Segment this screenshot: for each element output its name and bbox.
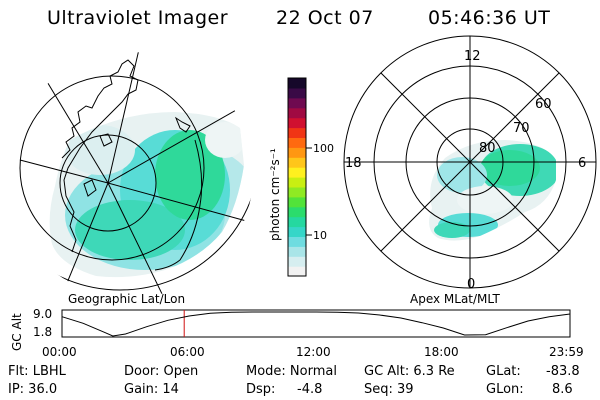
x-tick-label-2359: 23:59 (549, 345, 584, 359)
colorbar-gradient (288, 78, 306, 277)
colorbar-cell (288, 186, 306, 198)
colorbar-unit-label: photon cm⁻²s⁻¹ (268, 148, 282, 241)
y-tick-label-1.8: 1.8 (33, 325, 52, 339)
colorbar-cell (288, 216, 306, 228)
colorbar-frame (287, 77, 307, 277)
observation-time: 05:46:36 UT (428, 7, 551, 29)
mlat-label-60: 60 (535, 97, 552, 112)
geo-graticule (7, 52, 253, 298)
mlt-label-6: 6 (578, 156, 586, 171)
chart-ylabel: GC Alt (10, 313, 24, 351)
y-tick-label-9: 9.0 (33, 307, 52, 321)
colorbar-cell (288, 137, 306, 148)
colorbar-cell (288, 246, 306, 257)
x-tick-label-0000: 00:00 (42, 345, 77, 359)
glon-label: GLon: (486, 382, 524, 397)
colorbar-cell (288, 87, 306, 99)
geo-coastlines (61, 59, 203, 271)
colorbar-tick-label-10: 10 (313, 229, 327, 242)
colorbar-cell (288, 177, 306, 188)
colorbar-cell (288, 78, 306, 89)
colorbar-cell (288, 266, 306, 277)
x-tick-label-1200: 12:00 (296, 345, 331, 359)
colorbar-cell (288, 226, 306, 237)
colorbar-cell (288, 157, 306, 168)
glat-value: -83.8 (546, 364, 580, 379)
colorbar-cell (288, 147, 306, 158)
polar-panel-label: Apex MLat/MLT (410, 292, 500, 306)
mlat-label-70: 70 (513, 121, 530, 136)
mlt-label-18: 18 (345, 156, 362, 171)
seq-status: Seq: 39 (364, 382, 414, 397)
colorbar-cell (288, 117, 306, 129)
colorbar-cell (288, 127, 306, 138)
mlt-label-12: 12 (464, 49, 481, 64)
door-status: Door: Open (124, 364, 199, 379)
dsp-value: -4.8 (297, 382, 323, 397)
orbit-plot-frame (61, 309, 571, 338)
glat-label: GLat: (486, 364, 521, 379)
colorbar-cell (288, 167, 306, 178)
colorbar-cell (288, 206, 306, 218)
mode-status: Mode: Normal (246, 364, 337, 379)
colorbar-cell (288, 107, 306, 119)
gain-status: Gain: 14 (124, 382, 179, 397)
observation-date: 22 Oct 07 (276, 7, 374, 29)
colorbar-cell (288, 97, 306, 109)
gc-alt-series-line (61, 311, 571, 337)
filter-status: Flt: LBHL (8, 364, 66, 379)
x-tick-label-0600: 06:00 (170, 345, 205, 359)
gc-alt-status: GC Alt: 6.3 Re (364, 364, 455, 379)
colorbar-cell (288, 256, 306, 267)
colorbar-cell (288, 196, 306, 208)
colorbar-tick-label-100: 100 (313, 142, 334, 155)
glon-value: 8.6 (552, 382, 573, 397)
ip-status: IP: 36.0 (8, 382, 58, 397)
x-tick-label-1800: 18:00 (424, 345, 459, 359)
mlt-label-0: 0 (467, 277, 475, 292)
mlat-label-80: 80 (479, 141, 496, 156)
polar-grid (343, 35, 597, 289)
geo-map-area (7, 52, 253, 298)
dsp-label: Dsp: (246, 382, 276, 397)
geo-panel-label: Geographic Lat/Lon (68, 292, 186, 306)
colorbar-cell (288, 236, 306, 247)
instrument-title: Ultraviolet Imager (47, 7, 229, 29)
